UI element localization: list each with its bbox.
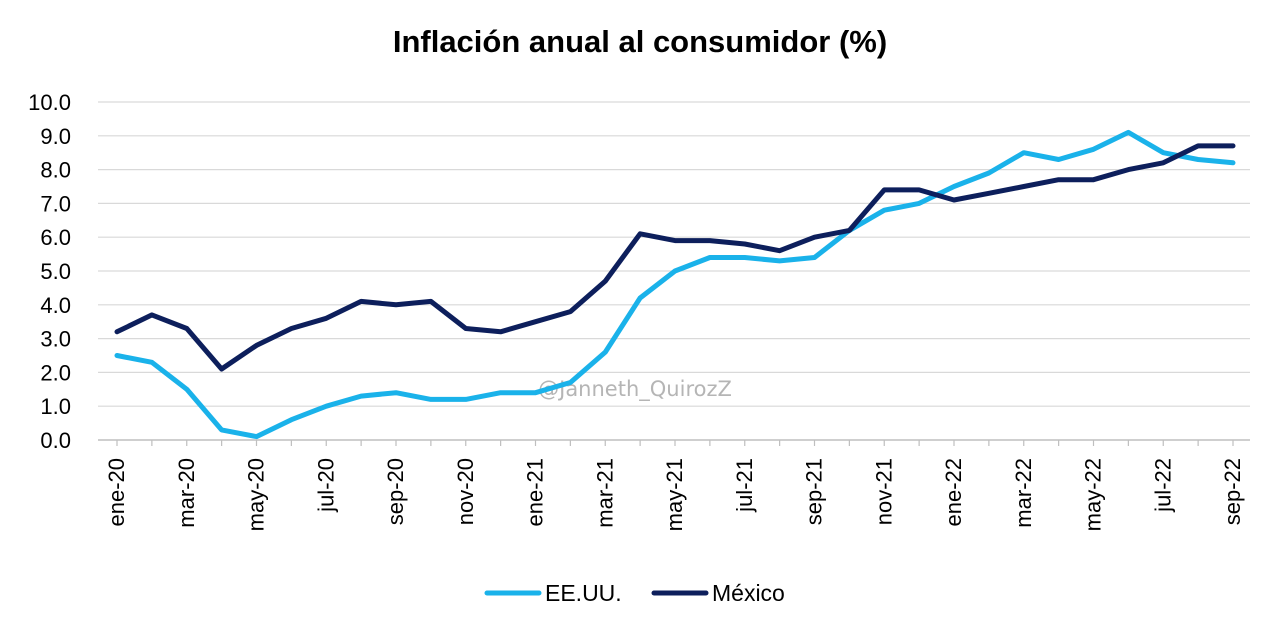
y-tick-label: 5.0 [40,259,71,284]
y-tick-label: 2.0 [40,360,71,385]
y-tick-label: 1.0 [40,394,71,419]
chart-title: Inflación anual al consumidor (%) [392,24,888,59]
x-tick-label: jul-22 [1150,458,1175,513]
y-tick-label: 9.0 [40,124,71,149]
x-tick-label: may-22 [1081,458,1106,531]
y-tick-label: 3.0 [40,327,71,352]
x-tick-label: jul-21 [732,458,757,513]
y-tick-label: 4.0 [40,293,71,318]
x-tick-label: ene-20 [104,458,129,527]
x-tick-label: may-21 [662,458,687,531]
y-tick-label: 10.0 [28,90,71,115]
y-tick-label: 0.0 [40,428,71,453]
x-tick-label: jul-20 [313,458,338,513]
x-tick-label: nov-21 [871,458,896,525]
x-tick-label: mar-22 [1011,458,1036,528]
y-tick-label: 7.0 [40,191,71,216]
x-tick-label: may-20 [244,458,269,531]
x-tick-label: mar-20 [174,458,199,528]
x-tick-label: ene-22 [941,458,966,527]
y-tick-label: 6.0 [40,225,71,250]
legend-label: EE.UU. [545,580,622,606]
series-line-eeuu [114,129,1236,440]
watermark-text: @Janneth_QuirozZ [538,377,732,402]
x-tick-label: ene-21 [523,458,548,527]
legend-label: México [712,580,785,606]
x-tick-label: mar-21 [592,458,617,528]
x-tick-label: sep-22 [1220,458,1245,525]
x-tick-label: sep-21 [802,458,827,525]
y-tick-label: 8.0 [40,158,71,183]
x-tick-label: sep-20 [383,458,408,525]
series-line-mexico [114,143,1236,372]
x-tick-label: nov-20 [453,458,478,525]
